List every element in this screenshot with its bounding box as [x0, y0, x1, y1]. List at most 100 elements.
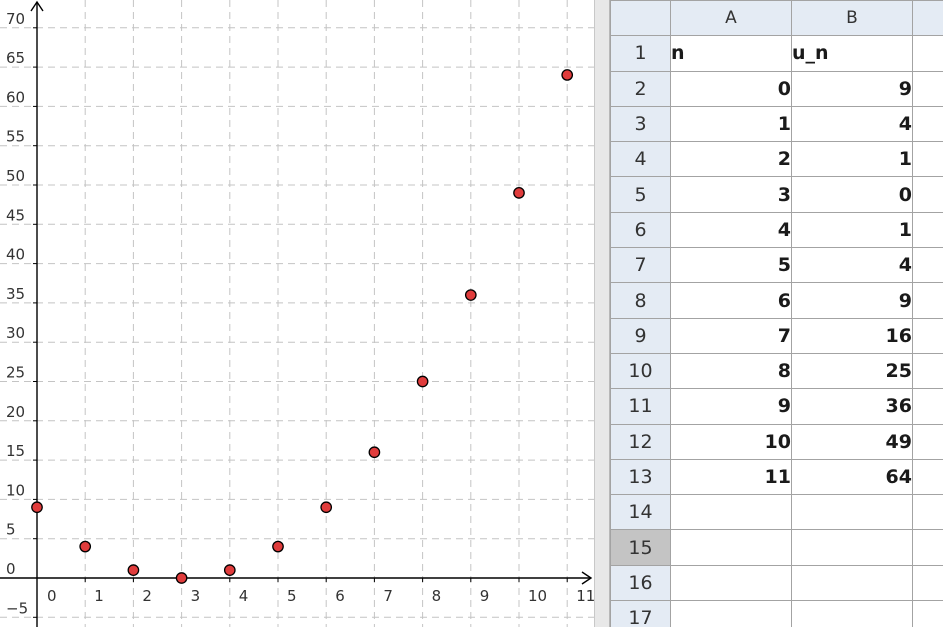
row-header[interactable]: 6: [610, 211, 671, 249]
column-header-next[interactable]: [912, 0, 943, 37]
cell-next[interactable]: [912, 35, 943, 72]
cell-a[interactable]: 8: [670, 352, 792, 390]
cell-next[interactable]: [912, 458, 943, 496]
cell-b[interactable]: 25: [791, 352, 913, 390]
data-point[interactable]: [175, 572, 188, 584]
cell-next[interactable]: [912, 600, 943, 627]
data-point[interactable]: [127, 564, 140, 576]
cell-next[interactable]: [912, 282, 943, 319]
spreadsheet-row: 11 9 36: [610, 388, 943, 425]
cell-a[interactable]: [670, 494, 792, 531]
row-header[interactable]: 14: [610, 494, 671, 531]
cell-next[interactable]: [912, 211, 943, 249]
data-point[interactable]: [272, 540, 284, 553]
cell-b[interactable]: 9: [791, 282, 913, 319]
cell-a[interactable]: 10: [670, 423, 792, 460]
x-tick-label: 7: [383, 587, 393, 605]
graphics-view[interactable]: 0 1 2 3 4 5 6 7 8 9 10 11 −5 0 5 10 15 20 25 30 35 40 45 50 55 60…: [0, 0, 594, 627]
cell-next[interactable]: [912, 529, 943, 566]
corner-cell[interactable]: [610, 0, 671, 37]
cell-b[interactable]: [791, 494, 913, 531]
cell-b[interactable]: u_n: [791, 35, 913, 72]
cell-a[interactable]: 5: [670, 247, 792, 284]
column-header-b[interactable]: B: [791, 0, 913, 37]
cell-next[interactable]: [912, 70, 943, 107]
view-divider[interactable]: [594, 0, 610, 627]
row-header[interactable]: 4: [610, 141, 671, 178]
row-header[interactable]: 12: [610, 423, 671, 460]
cell-a[interactable]: 6: [670, 282, 792, 319]
y-tick-label: 70: [6, 10, 25, 28]
cell-a[interactable]: 7: [670, 317, 792, 354]
cell-a[interactable]: 0: [670, 70, 792, 107]
cell-b[interactable]: 16: [791, 317, 913, 354]
cell-a[interactable]: 3: [670, 176, 792, 213]
cell-a[interactable]: 1: [670, 105, 792, 143]
cell-next[interactable]: [912, 317, 943, 354]
row-header[interactable]: 3: [610, 105, 671, 143]
cell-next[interactable]: [912, 352, 943, 390]
data-point[interactable]: [320, 501, 333, 514]
cell-b[interactable]: 1: [791, 211, 913, 249]
y-tick-label: 20: [6, 403, 25, 421]
row-header[interactable]: 1: [610, 35, 671, 72]
y-tick-label: 5: [6, 521, 16, 539]
row-header[interactable]: 16: [610, 564, 671, 602]
column-header-a[interactable]: A: [670, 0, 792, 37]
data-point[interactable]: [464, 289, 477, 301]
cell-b[interactable]: 9: [791, 70, 913, 107]
y-tick-label: 50: [6, 167, 25, 185]
row-header[interactable]: 10: [610, 352, 671, 390]
cell-a[interactable]: [670, 529, 792, 566]
data-point[interactable]: [223, 564, 236, 576]
cell-next[interactable]: [912, 564, 943, 602]
cell-a[interactable]: n: [670, 35, 792, 72]
cell-b[interactable]: [791, 529, 913, 566]
data-point[interactable]: [79, 540, 92, 553]
row-header[interactable]: 7: [610, 247, 671, 284]
row-header[interactable]: 13: [610, 458, 671, 496]
row-header[interactable]: 11: [610, 388, 671, 425]
cell-next[interactable]: [912, 247, 943, 284]
cell-b[interactable]: 36: [791, 388, 913, 425]
cell-a[interactable]: 11: [670, 458, 792, 496]
y-tick-label: −5: [6, 599, 28, 617]
cell-next[interactable]: [912, 176, 943, 213]
cell-a[interactable]: [670, 600, 792, 627]
row-header[interactable]: 17: [610, 600, 671, 627]
row-header[interactable]: 2: [610, 70, 671, 107]
cell-a[interactable]: 9: [670, 388, 792, 425]
cell-b[interactable]: 0: [791, 176, 913, 213]
spreadsheet-row: 14: [610, 494, 943, 531]
row-header[interactable]: 8: [610, 282, 671, 319]
graph-canvas[interactable]: 0 1 2 3 4 5 6 7 8 9 10 11−5051015202530354045505560…: [0, 0, 594, 627]
cell-next[interactable]: [912, 494, 943, 531]
cell-next[interactable]: [912, 388, 943, 425]
data-point[interactable]: [416, 375, 429, 388]
cell-b[interactable]: 64: [791, 458, 913, 496]
cell-next[interactable]: [912, 141, 943, 178]
row-header[interactable]: 15: [610, 529, 671, 566]
cell-b[interactable]: [791, 600, 913, 627]
data-point[interactable]: [31, 501, 43, 514]
x-tick-label: 4: [239, 587, 249, 605]
y-tick-label: 40: [6, 246, 25, 264]
data-point[interactable]: [368, 446, 381, 459]
cell-next[interactable]: [912, 423, 943, 460]
data-point[interactable]: [513, 187, 525, 199]
data-point[interactable]: [561, 69, 574, 81]
cell-a[interactable]: 4: [670, 211, 792, 249]
cell-next[interactable]: [912, 105, 943, 143]
cell-a[interactable]: 2: [670, 141, 792, 178]
row-header[interactable]: 9: [610, 317, 671, 354]
cell-b[interactable]: 49: [791, 423, 913, 460]
cell-b[interactable]: 1: [791, 141, 913, 178]
cell-b[interactable]: [791, 564, 913, 602]
spreadsheet-view[interactable]: A B 1 n u_n 2 0 9 3 1 4 4 2 1 5 3 0 6 4 1 7 5 4 8 6 9 9 7 16 10 8 25 1…: [610, 0, 943, 627]
cell-b[interactable]: 4: [791, 247, 913, 284]
row-header[interactable]: 5: [610, 176, 671, 213]
cell-a[interactable]: [670, 564, 792, 602]
cell-b[interactable]: 4: [791, 105, 913, 143]
